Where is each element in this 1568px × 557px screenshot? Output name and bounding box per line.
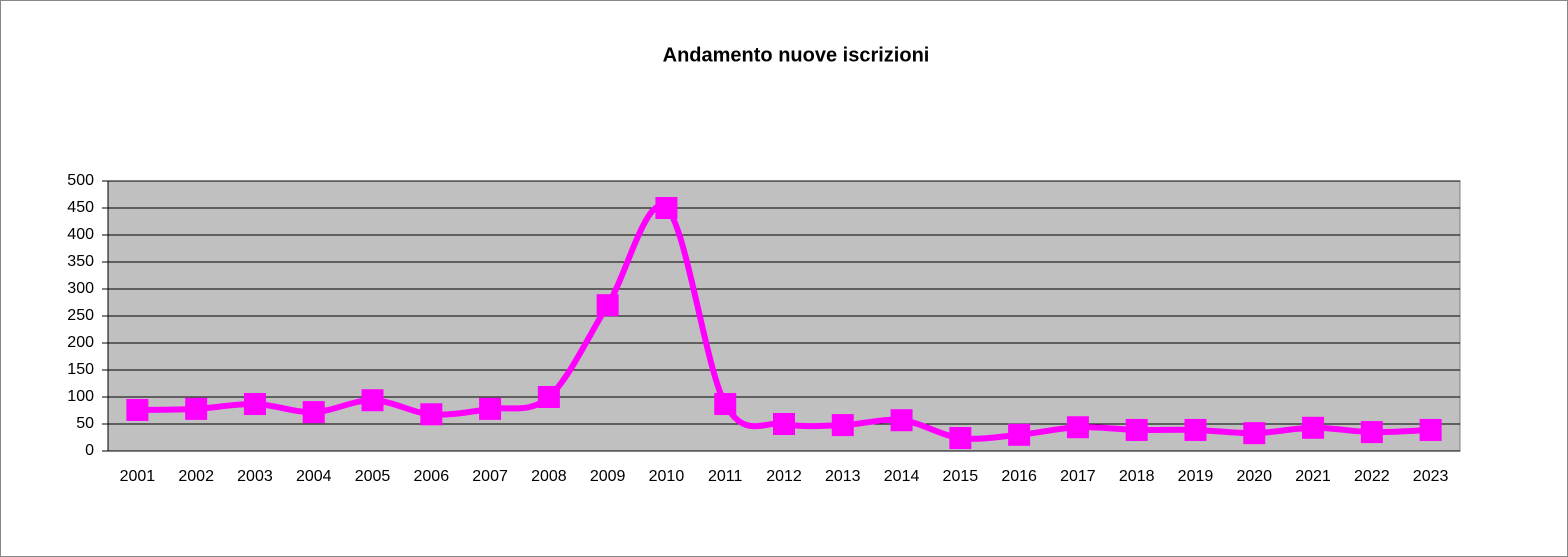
marker [361,389,384,412]
marker [126,398,149,421]
y-tick-label: 0 [85,442,94,459]
marker [773,413,795,435]
x-tick-label: 2017 [1060,468,1096,485]
y-tick-label: 250 [67,307,94,324]
x-tick-label: 2009 [590,468,626,485]
marker [596,294,619,317]
marker [1419,418,1442,441]
x-tick-label: 2008 [531,468,567,485]
marker [537,386,560,408]
x-tick-label: 2022 [1354,468,1390,485]
x-tick-label: 2011 [708,468,743,485]
x-tick-label: 2005 [355,468,391,485]
x-tick-label: 2023 [1413,468,1449,485]
y-tick-label: 350 [67,253,94,270]
x-tick-label: 2018 [1119,468,1155,485]
x-tick-label: 2006 [414,468,450,485]
x-tick-label: 2010 [649,468,685,485]
x-tick-label: 2020 [1236,468,1272,485]
x-tick-label: 2014 [884,468,920,485]
marker [1184,418,1207,441]
marker [1360,421,1383,444]
marker [890,409,913,432]
x-tick-label: 2021 [1295,468,1331,485]
marker [1302,416,1325,439]
marker [1066,416,1089,439]
x-tick-label: 2012 [766,468,802,485]
marker [949,427,972,450]
y-tick-label: 150 [67,361,94,378]
marker [1008,423,1031,446]
marker [1125,418,1148,441]
x-tick-label: 2016 [1001,468,1037,485]
x-tick-label: 2019 [1178,468,1214,485]
marker [831,414,854,437]
x-tick-label: 2003 [237,468,273,485]
x-tick-label: 2013 [825,468,861,485]
marker [1243,422,1266,445]
y-tick-label: 400 [67,226,94,243]
y-tick-label: 500 [67,172,94,189]
marker [243,393,266,416]
y-tick-label: 200 [67,334,94,351]
marker [479,397,502,420]
marker [655,197,678,219]
y-tick-label: 50 [76,415,94,432]
y-tick-label: 100 [67,388,94,405]
x-tick-label: 2002 [178,468,214,485]
x-tick-label: 2015 [943,468,979,485]
y-tick-label: 450 [67,199,94,216]
x-tick-label: 2001 [120,468,156,485]
marker [714,393,737,416]
marker [302,401,325,424]
x-tick-label: 2004 [296,468,332,485]
chart-title: Andamento nuove iscrizioni [663,44,930,66]
marker [185,397,208,420]
x-tick-label: 2007 [472,468,508,485]
marker [420,403,443,426]
y-tick-label: 300 [67,280,94,297]
